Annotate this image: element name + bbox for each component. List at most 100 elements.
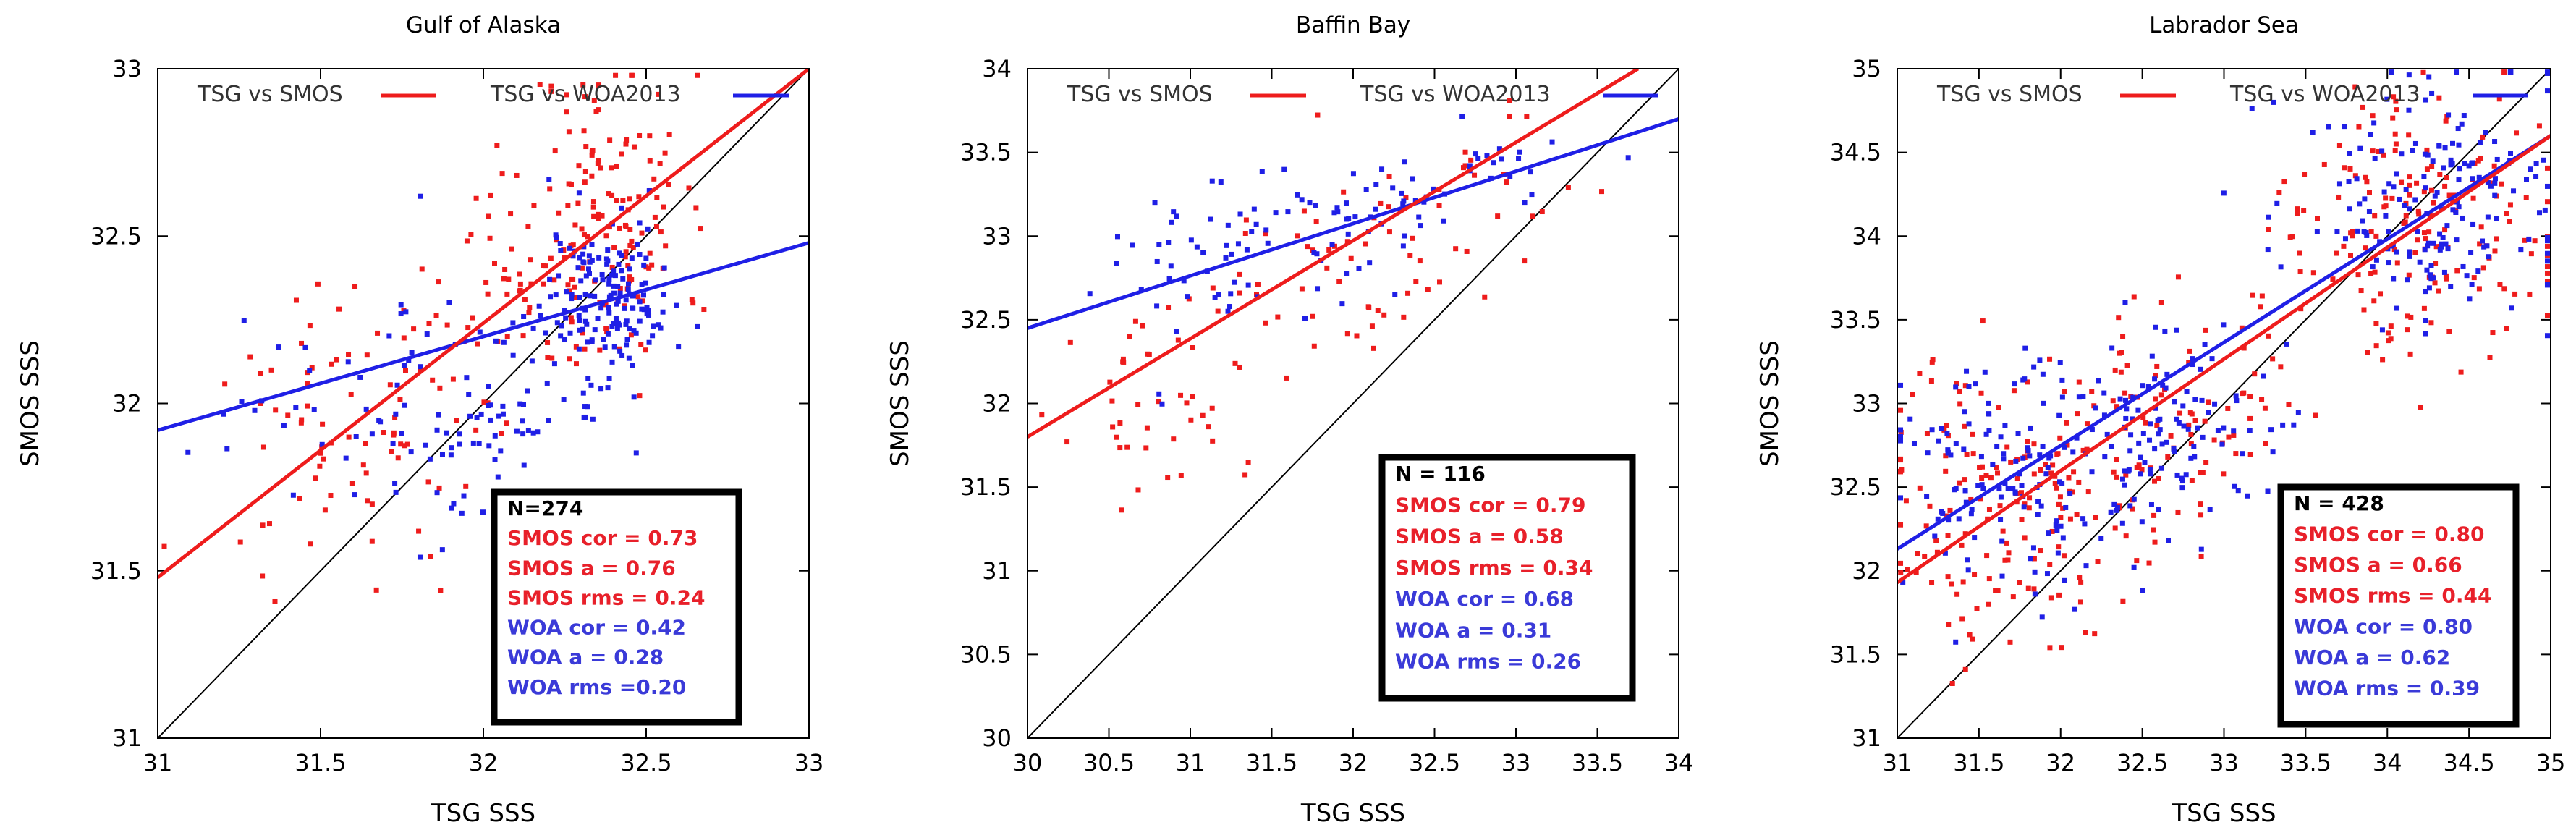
woa-point bbox=[2379, 327, 2385, 333]
smos-point bbox=[1959, 616, 1965, 622]
y-tick-label: 33.5 bbox=[1830, 306, 1881, 334]
smos-point bbox=[1986, 576, 1992, 582]
smos-point bbox=[2112, 525, 2118, 531]
smos-point bbox=[666, 182, 671, 187]
woa-point bbox=[2037, 357, 2043, 363]
smos-point bbox=[1165, 475, 1171, 481]
smos-point bbox=[483, 279, 489, 285]
smos-point bbox=[2059, 645, 2064, 651]
woa-point bbox=[1245, 282, 1251, 288]
woa-point bbox=[2233, 393, 2239, 399]
woa-fit-line bbox=[1897, 134, 2551, 551]
woa-point bbox=[2423, 289, 2428, 295]
x-tick-label: 33 bbox=[1501, 749, 1531, 776]
smos-point bbox=[637, 393, 643, 399]
woa-point bbox=[554, 320, 560, 326]
smos-point bbox=[583, 144, 589, 150]
woa-point bbox=[611, 268, 617, 274]
woa-point bbox=[605, 331, 611, 337]
smos-point bbox=[2140, 415, 2146, 420]
woa-point bbox=[2486, 254, 2491, 260]
woa-point bbox=[2156, 507, 2161, 512]
smos-point bbox=[1996, 405, 2001, 410]
smos-point bbox=[2405, 327, 2410, 333]
smos-point bbox=[652, 214, 658, 220]
smos-point bbox=[1107, 379, 1113, 385]
smos-point bbox=[1974, 606, 1980, 611]
smos-point bbox=[2061, 553, 2067, 559]
woa-point bbox=[2123, 397, 2129, 403]
woa-point bbox=[2399, 151, 2405, 157]
woa-point bbox=[617, 290, 623, 296]
woa-point bbox=[606, 276, 612, 282]
woa-point bbox=[409, 350, 415, 355]
woa-point bbox=[2454, 69, 2460, 75]
woa-point bbox=[2109, 444, 2114, 449]
smos-point bbox=[568, 182, 574, 187]
woa-point bbox=[1356, 266, 1362, 271]
smos-point bbox=[2427, 212, 2433, 218]
woa-point bbox=[661, 292, 667, 297]
woa-point bbox=[1986, 400, 1991, 406]
smos-point bbox=[637, 132, 643, 138]
woa-point bbox=[2280, 422, 2286, 428]
woa-point bbox=[517, 401, 523, 407]
smos-point bbox=[2027, 495, 2033, 501]
smos-point bbox=[666, 132, 672, 137]
smos-point bbox=[499, 171, 505, 177]
woa-point bbox=[626, 355, 632, 361]
woa-point bbox=[2448, 284, 2454, 289]
smos-point bbox=[2446, 329, 2452, 334]
woa-point bbox=[2357, 145, 2363, 151]
woa-point bbox=[2417, 259, 2423, 265]
woa-point bbox=[521, 462, 527, 468]
smos-point bbox=[433, 313, 439, 318]
smos-point bbox=[2355, 272, 2361, 278]
x-tick-label: 31 bbox=[1176, 749, 1206, 776]
smos-point bbox=[638, 342, 644, 347]
woa-point bbox=[1968, 511, 1974, 517]
woa-point bbox=[2441, 165, 2446, 171]
woa-point bbox=[2445, 246, 2451, 252]
smos-point bbox=[2544, 313, 2550, 318]
woa-point bbox=[2198, 546, 2204, 552]
smos-point bbox=[2388, 336, 2394, 342]
smos-fit-line bbox=[1897, 134, 2551, 585]
woa-point bbox=[1945, 447, 1951, 453]
woa-point bbox=[2005, 486, 2011, 491]
smos-point bbox=[1495, 213, 1501, 219]
smos-point bbox=[646, 265, 652, 271]
plot-frame bbox=[1897, 68, 2551, 739]
smos-point bbox=[247, 354, 253, 360]
woa-point bbox=[1459, 114, 1465, 119]
smos-point bbox=[2153, 396, 2158, 402]
woa-point bbox=[1224, 242, 1229, 248]
woa-point bbox=[434, 490, 440, 496]
woa-point bbox=[2096, 378, 2101, 384]
woa-point bbox=[548, 294, 554, 300]
smos-point bbox=[2478, 224, 2484, 230]
woa-point bbox=[2124, 406, 2130, 412]
smos-point bbox=[1995, 588, 2001, 593]
woa-point bbox=[2076, 394, 2082, 400]
woa-point bbox=[2453, 209, 2459, 215]
woa-point bbox=[311, 407, 317, 412]
woa-point bbox=[590, 416, 596, 422]
woa-point bbox=[1956, 516, 1962, 522]
woa-point bbox=[241, 318, 247, 323]
woa-point bbox=[1402, 159, 1407, 165]
woa-point bbox=[631, 394, 637, 400]
woa-point bbox=[394, 382, 400, 388]
smos-point bbox=[2004, 444, 2010, 450]
woa-point bbox=[2017, 471, 2022, 477]
woa-point bbox=[406, 357, 412, 363]
woa-point bbox=[2028, 425, 2033, 431]
smos-point bbox=[464, 238, 470, 244]
woa-point bbox=[599, 271, 605, 277]
woa-point bbox=[1625, 155, 1631, 161]
smos-point bbox=[2528, 251, 2534, 257]
smos-point bbox=[698, 226, 703, 232]
woa-point bbox=[393, 411, 399, 417]
woa-point bbox=[2428, 263, 2434, 268]
